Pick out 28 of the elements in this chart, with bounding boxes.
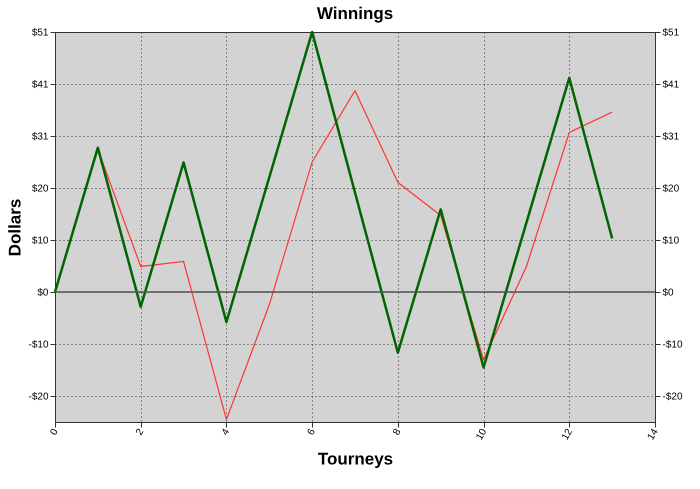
y-tick-label: $31 <box>32 132 49 142</box>
x-tick-label: 8 <box>391 426 404 438</box>
y2-tick-label: $41 <box>662 80 680 90</box>
y-tick-label: $41 <box>32 80 49 90</box>
chart-title: Winnings <box>316 4 394 23</box>
x-axis-title: Tourneys <box>318 450 394 469</box>
x-tick-label: 6 <box>306 426 318 438</box>
y2-tick-label: -$20 <box>662 392 683 402</box>
line-series <box>54 30 614 369</box>
x-tick-label: 2 <box>134 426 147 438</box>
y2-tick-label: $31 <box>662 132 680 142</box>
x-tick-label: 12 <box>560 426 576 442</box>
y-tick-label: -$20 <box>28 392 49 402</box>
x-tick-label: 10 <box>474 426 490 442</box>
y2-tick-label: $51 <box>662 28 680 38</box>
y-tick-label: $51 <box>32 28 49 38</box>
x-tick-label: 0 <box>48 426 61 438</box>
y2-tick-label: $20 <box>662 184 680 194</box>
y2-tick-label: -$10 <box>662 340 683 350</box>
y-tick-label: -$10 <box>28 340 49 350</box>
y-tick-label: $20 <box>32 184 49 194</box>
y-tick-label: $0 <box>37 288 49 298</box>
y2-tick-label: $10 <box>662 236 680 246</box>
y-axis-title: Dollars <box>5 198 24 256</box>
x-tick-label: 14 <box>646 426 661 442</box>
y2-tick-label: $0 <box>662 288 674 298</box>
x-tick-label: 4 <box>220 426 232 438</box>
y-tick-label: $10 <box>32 236 49 246</box>
